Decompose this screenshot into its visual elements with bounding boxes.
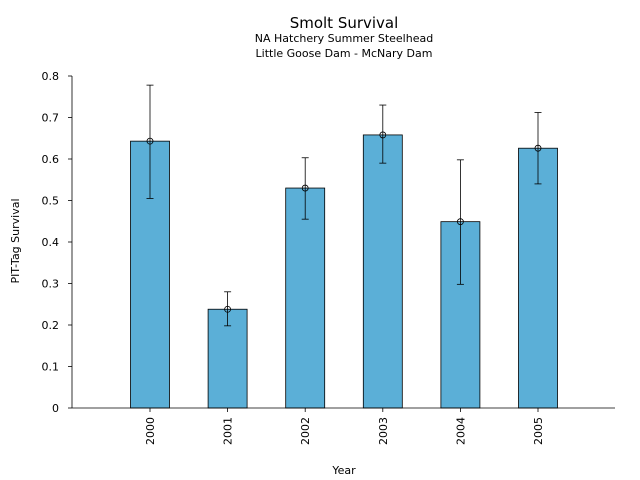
x-tick-label-2003: 2003 [377, 417, 390, 445]
x-tick-label-2005: 2005 [532, 417, 545, 445]
data-point-2001 [224, 305, 232, 313]
chart-subtitle-2: Little Goose Dam - McNary Dam [256, 47, 433, 60]
y-tick-label-0.6: 0.6 [42, 153, 60, 166]
bar-2005 [518, 147, 558, 409]
y-tick-label-0.4: 0.4 [42, 236, 60, 249]
y-tick-label-0.3: 0.3 [42, 278, 60, 291]
plot-area: 2000 2001 2002 2003 2004 2005 0 0.1 0.2 0.3 0.4 0.5… [42, 70, 615, 445]
x-tick-label-2004: 2004 [454, 417, 467, 445]
bar-2003 [362, 134, 403, 409]
data-point-2000 [146, 137, 154, 145]
y-tick-label-0.5: 0.5 [42, 195, 60, 208]
data-point-2005 [534, 144, 542, 152]
y-tick-label-0.7: 0.7 [42, 112, 60, 125]
data-point-2004 [456, 218, 464, 226]
chart-title: Smolt Survival [290, 14, 399, 32]
y-tick-label-0.1: 0.1 [42, 361, 60, 374]
x-tick-label-2001: 2001 [222, 417, 235, 445]
data-point-2003 [379, 131, 387, 139]
y-axis-label: PIT-Tag Survival [9, 198, 22, 283]
bar-2002 [285, 187, 326, 409]
y-tick-label-0: 0 [52, 402, 59, 415]
x-tick-label-2002: 2002 [299, 417, 312, 445]
y-tick-label-0.2: 0.2 [42, 319, 60, 332]
y-tick-label-0.8: 0.8 [42, 70, 60, 83]
data-point-2002 [301, 184, 309, 192]
chart-subtitle-1: NA Hatchery Summer Steelhead [255, 32, 433, 45]
x-tick-label-2000: 2000 [144, 417, 157, 445]
x-axis-label: Year [331, 464, 356, 477]
